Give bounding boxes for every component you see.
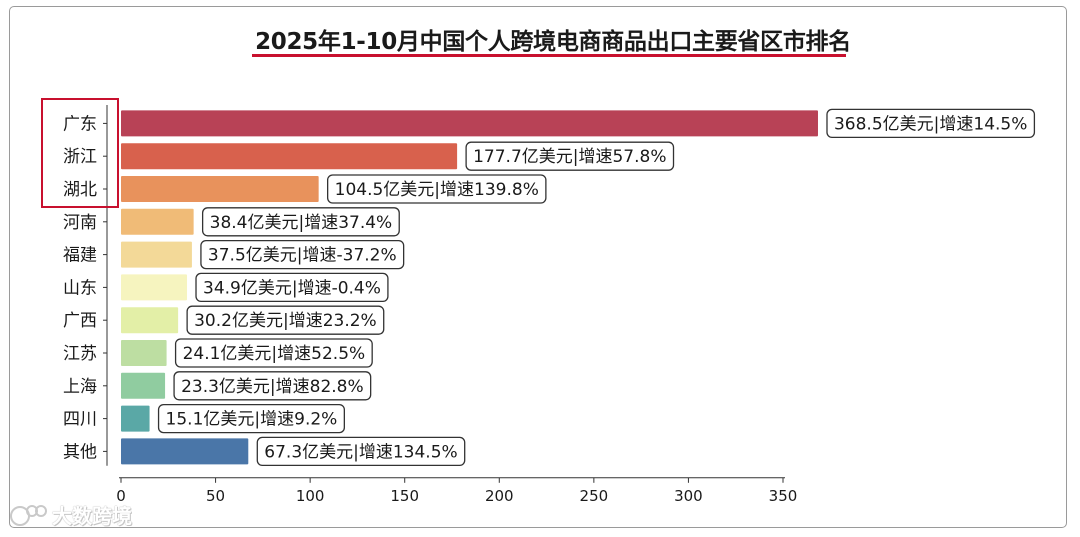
x-tick-label-7: 350	[769, 487, 798, 505]
category-label-7: 江苏	[63, 344, 97, 364]
data-label-box-2	[327, 174, 547, 204]
data-label-box-8	[173, 371, 372, 401]
data-label-box-9	[157, 403, 345, 434]
category-label-5: 山东	[63, 278, 97, 298]
data-label-10: 67.3亿美元|增速134.5%	[264, 442, 457, 462]
bar-2	[121, 176, 319, 202]
category-label-2: 湖北	[63, 180, 97, 200]
watermark: 大数跨境	[8, 500, 132, 529]
category-label-1: 浙江	[63, 147, 97, 167]
data-label-3: 38.4亿美元|增速37.4%	[210, 213, 393, 233]
data-label-box-0	[826, 108, 1036, 139]
data-label-0: 368.5亿美元|增速14.5%	[834, 114, 1027, 134]
category-label-9: 四川	[63, 410, 97, 430]
bar-4	[121, 241, 192, 268]
x-tick-label-4: 200	[485, 487, 514, 505]
data-label-box-5	[195, 272, 389, 303]
bar-0	[121, 110, 818, 137]
x-tick-label-6: 300	[674, 487, 703, 505]
category-label-3: 河南	[63, 213, 97, 233]
bar-10	[121, 438, 249, 465]
data-label-box-7	[174, 338, 373, 368]
bar-5	[121, 274, 188, 301]
data-label-4: 37.5亿美元|增速-37.2%	[208, 246, 397, 266]
bar-9	[121, 405, 150, 432]
data-label-box-1	[465, 141, 675, 171]
bar-7	[121, 340, 167, 366]
category-label-0: 广东	[63, 114, 97, 134]
x-tick-label-2: 100	[296, 487, 325, 505]
top3-highlight-box	[41, 98, 119, 208]
data-label-1: 177.7亿美元|增速57.8%	[473, 147, 666, 167]
x-tick-label-0: 0	[116, 487, 126, 505]
data-label-5: 34.9亿美元|增速-0.4%	[203, 278, 381, 298]
data-label-box-10	[256, 436, 466, 467]
category-label-8: 上海	[63, 377, 97, 397]
bar-3	[121, 208, 194, 235]
bar-1	[121, 143, 458, 170]
data-label-box-4	[200, 239, 405, 270]
data-label-box-3	[201, 207, 400, 237]
data-label-8: 23.3亿美元|增速82.8%	[181, 377, 364, 397]
category-label-6: 广西	[63, 311, 97, 331]
category-label-10: 其他	[63, 442, 97, 462]
data-label-2: 104.5亿美元|增速139.8%	[335, 180, 539, 200]
data-label-9: 15.1亿美元|增速9.2%	[166, 410, 338, 430]
bar-8	[121, 372, 166, 399]
x-tick-label-1: 50	[206, 487, 225, 505]
x-tick-label-3: 150	[390, 487, 419, 505]
bar-6	[121, 307, 179, 334]
category-label-4: 福建	[63, 246, 97, 266]
watermark-text: 大数跨境	[52, 504, 132, 528]
watermark-logo-icon	[10, 504, 47, 526]
title-underline	[252, 54, 846, 57]
data-label-box-6	[186, 305, 385, 335]
chart-title: 2025年1-10月中国个人跨境电商商品出口主要省区市排名	[255, 29, 851, 55]
x-tick-label-5: 250	[580, 487, 609, 505]
chart-frame	[9, 6, 1067, 528]
data-label-7: 24.1亿美元|增速52.5%	[183, 344, 366, 364]
data-label-6: 30.2亿美元|增速23.2%	[194, 311, 377, 331]
